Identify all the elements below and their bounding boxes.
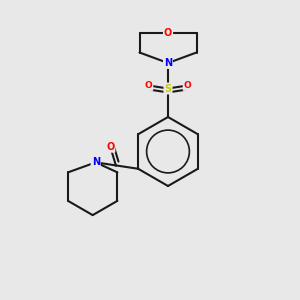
Text: O: O [184,81,191,90]
Text: N: N [164,58,172,68]
Text: O: O [106,142,114,152]
Text: O: O [164,28,172,38]
Text: O: O [145,81,152,90]
Text: N: N [92,158,100,167]
Text: S: S [164,83,172,94]
